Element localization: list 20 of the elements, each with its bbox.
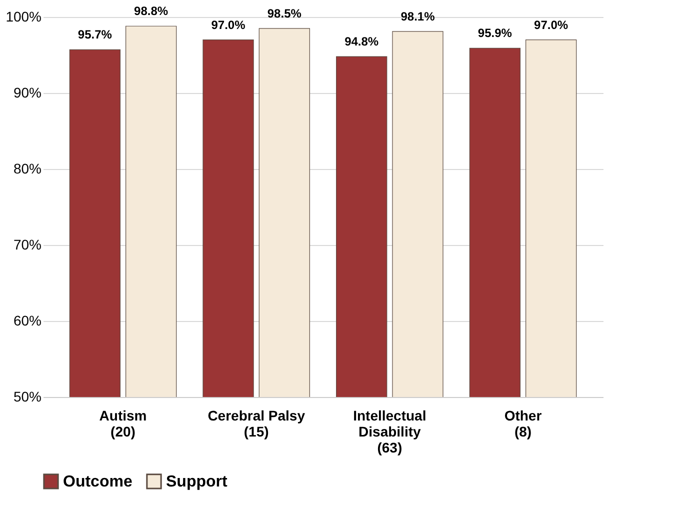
data-label: 97.0% <box>211 18 246 32</box>
x-tick-label: Other (8) <box>504 408 542 440</box>
data-label: 97.0% <box>534 18 568 32</box>
y-tick-label: 100% <box>6 8 42 24</box>
data-label: 94.8% <box>344 34 379 49</box>
y-tick-label: 50% <box>13 388 42 404</box>
x-tick-label: Autism (20) <box>99 408 147 440</box>
y-tick-label: 90% <box>13 84 42 100</box>
legend-label: Outcome <box>63 473 132 490</box>
y-tick-label: 70% <box>13 236 42 252</box>
data-label: 95.7% <box>78 28 112 42</box>
data-label: 98.8% <box>134 4 168 18</box>
y-tick-label: 80% <box>13 160 42 176</box>
data-label: 98.5% <box>267 6 302 20</box>
y-tick-label: 60% <box>13 312 42 328</box>
legend-label: Support <box>166 473 228 490</box>
x-tick-label: Intellectual Disability (63) <box>353 408 426 456</box>
data-label: 95.9% <box>478 26 512 40</box>
x-tick-label: Cerebral Palsy (15) <box>208 408 306 440</box>
data-label: 98.1% <box>400 9 436 24</box>
